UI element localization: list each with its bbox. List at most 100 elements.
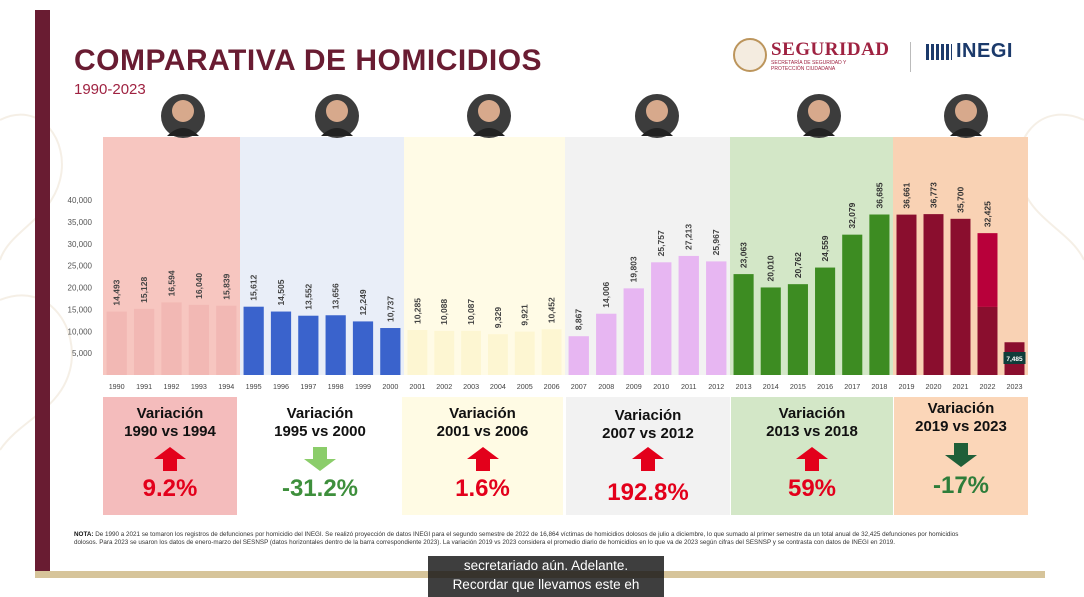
inegi-logo: INEGI: [926, 40, 1021, 66]
caption-line-2: Recordar que llevamos este eh: [452, 577, 640, 592]
variation-percent: -17%: [932, 472, 990, 499]
bar-value-label: 36,773: [929, 182, 939, 208]
bar: [161, 302, 182, 375]
bar: [596, 313, 617, 375]
bar: [188, 304, 210, 375]
x-tick-label: 1992: [164, 382, 180, 391]
bar-value-label: 15,612: [249, 274, 259, 300]
bar: [541, 329, 562, 375]
x-tick-label: 2009: [626, 382, 642, 391]
y-tick-label: 10,000: [68, 327, 93, 336]
bar: [325, 315, 346, 375]
period-background: [730, 137, 893, 375]
seguridad-logo-text: SEGURIDAD: [771, 39, 890, 60]
x-tick-label: 2017: [844, 382, 860, 391]
bar-value-label: 10,285: [412, 298, 422, 324]
bar-value-label: 10,737: [385, 296, 395, 322]
bar-value-label: 10,088: [439, 299, 449, 325]
variation-percent: 1.6%: [455, 475, 510, 502]
variation-percent: -31.2%: [281, 475, 359, 502]
video-caption: secretariado aún. Adelante. Recordar que…: [428, 556, 664, 597]
portrait-face: [955, 100, 977, 122]
bar: [950, 218, 971, 375]
bar: [815, 267, 836, 375]
bar-value-label: 14,006: [601, 281, 611, 307]
bar-value-label: 35,700: [956, 187, 966, 213]
x-tick-label: 1993: [191, 382, 207, 391]
bar-value-label: 10,452: [547, 297, 557, 323]
bar: [678, 255, 699, 375]
bar-value-label: 25,967: [711, 229, 721, 255]
portrait-suit: [321, 128, 353, 136]
x-tick-label: 2001: [409, 382, 425, 391]
bar: [568, 336, 589, 375]
bar: [842, 234, 863, 375]
bar-value-label: 32,425: [983, 201, 993, 227]
x-tick-label: 1990: [109, 382, 125, 391]
bar-value-label: 25,757: [656, 230, 666, 256]
arrow-up-icon: [466, 447, 499, 471]
bar-2022-projection: [977, 233, 998, 307]
bar-value-label: 32,079: [847, 202, 857, 228]
y-tick-label: 30,000: [68, 240, 93, 249]
x-tick-label: 2016: [817, 382, 833, 391]
bar: [434, 330, 455, 375]
x-tick-label: 2013: [736, 382, 752, 391]
bar: [270, 311, 292, 375]
bar-value-label: 20,010: [766, 255, 776, 281]
x-tick-label: 2010: [653, 382, 669, 391]
x-tick-label: 2007: [571, 382, 587, 391]
caption-line-1: secretariado aún. Adelante.: [463, 558, 629, 573]
bar-value-label: 9,329: [493, 307, 503, 329]
bar-value-label: 19,803: [629, 256, 639, 282]
x-tick-label: 2011: [681, 382, 696, 391]
accent-bar: [35, 10, 50, 572]
variation-percent: 59%: [787, 475, 837, 502]
variation-card: Variación 2019 vs 2023 -17%: [894, 397, 1028, 515]
bar: [298, 315, 319, 375]
bar: [977, 306, 998, 375]
seguridad-logo: SEGURIDAD SECRETARÍA DE SEGURIDAD Y PROT…: [733, 38, 908, 78]
bar: [133, 308, 155, 375]
page-subtitle: 1990-2023: [74, 81, 146, 98]
portrait-suit: [803, 128, 835, 136]
portrait-suit: [473, 128, 505, 136]
bar: [380, 328, 401, 375]
arrow-up-icon: [796, 447, 828, 471]
seguridad-logo-subtext: SECRETARÍA DE SEGURIDAD Y PROTECCIÓN CIU…: [771, 60, 847, 72]
bar: [352, 321, 374, 375]
portrait-face: [326, 100, 348, 122]
x-tick-label: 2022: [980, 382, 996, 391]
y-tick-label: 5,000: [72, 349, 93, 358]
value-badge: [1003, 352, 1026, 364]
variation-title: Variación 2007 vs 2012: [602, 407, 694, 442]
variation-title: Variación 2019 vs 2023: [915, 400, 1007, 435]
logo-divider: [910, 42, 911, 72]
x-tick-label: 2015: [790, 382, 806, 391]
x-tick-label: 1996: [273, 382, 289, 391]
bar-value-label: 13,656: [331, 283, 341, 309]
bar-value-label: 24,559: [820, 235, 830, 261]
variation-card: Variación 2013 vs 2018 59%: [731, 397, 893, 515]
variation-card: Variación 1990 vs 1994 9.2%: [103, 397, 237, 515]
portrait-face: [172, 100, 194, 122]
bar-value-label: 16,594: [167, 270, 177, 296]
bar: [106, 311, 127, 375]
variation-title: Variación 1995 vs 2000: [274, 405, 366, 440]
bar-value-label: 13,552: [303, 283, 313, 309]
x-tick-label: 1995: [246, 382, 262, 391]
bar-value-label: 10,087: [466, 299, 476, 325]
arrow-up-icon: [154, 447, 186, 471]
variation-card: Variación 1995 vs 2000 -31.2%: [240, 397, 400, 515]
page-title: COMPARATIVA DE HOMICIDIOS: [74, 44, 543, 77]
bar: [733, 274, 754, 375]
homicides-bar-chart: 5,000 10,000 15,000 20,000 25,000 30,000 35,00…: [68, 94, 1028, 391]
bar-value-label: 14,493: [112, 279, 122, 305]
arrow-up-icon: [632, 447, 664, 471]
arrow-down-icon: [304, 447, 336, 471]
bar-value-label: 7,485: [1006, 356, 1023, 363]
variation-card: Variación 2001 vs 2006 1.6%: [402, 397, 563, 515]
variation-percent: 9.2%: [142, 475, 198, 502]
bar-value-label: 20,762: [793, 252, 803, 278]
